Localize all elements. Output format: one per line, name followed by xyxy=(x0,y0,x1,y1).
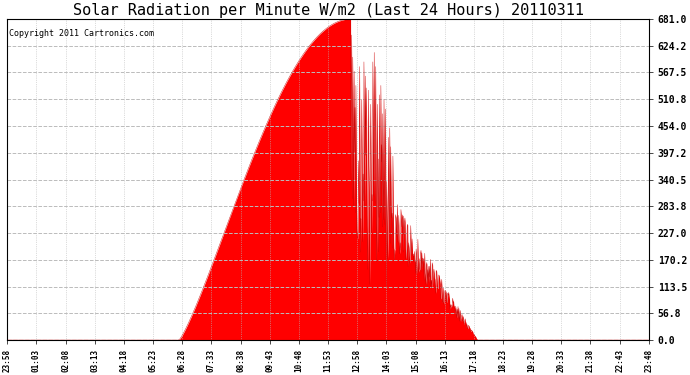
Text: Copyright 2011 Cartronics.com: Copyright 2011 Cartronics.com xyxy=(9,28,154,38)
Title: Solar Radiation per Minute W/m2 (Last 24 Hours) 20110311: Solar Radiation per Minute W/m2 (Last 24… xyxy=(72,3,584,18)
